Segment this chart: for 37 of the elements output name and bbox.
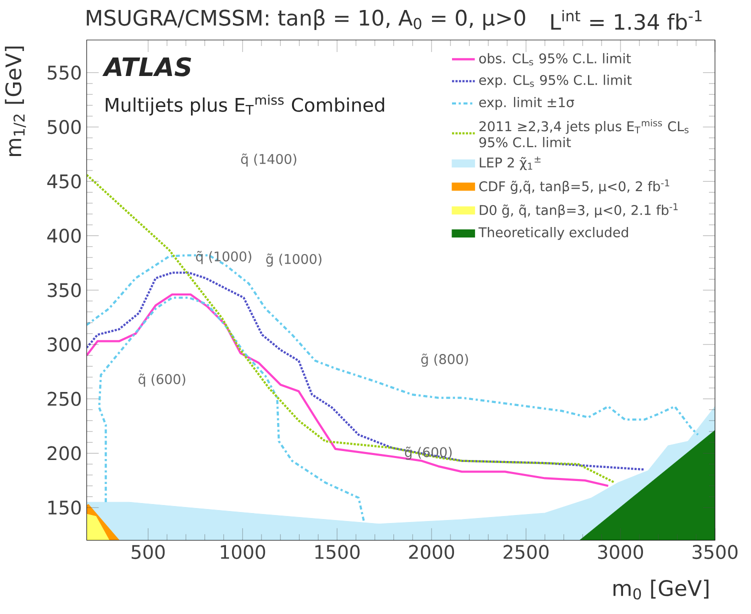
annotation: g̃ (1000) [266,254,322,267]
y-tick-label: 500 [48,120,81,134]
legend-label: CDF g̃,q̃, tanβ=5, μ<0, 2 fb$^{-1}$ [479,180,670,194]
x-tick-label: 3500 [692,545,738,560]
x-tick-label: 500 [132,545,165,560]
annotation: Multijets plus E$_{T}$$^{miss}$ Combined [106,94,384,116]
x-tick-label: 1500 [315,545,360,560]
legend-label: exp. CL$_{s}$ 95% C.L. limit [479,74,632,88]
y-tick-label: 200 [48,446,81,461]
line-series [86,294,610,488]
y-tick-label: 400 [47,228,81,244]
chart-title: MSUGRA/CMSSM: tanβ = 10, A$_{0}$ = 0, μ>0 [86,9,526,30]
x-tick-label: 2000 [409,545,454,560]
legend-label: D0 g̃, q̃, tanβ=3, μ<0, 2.1 fb$^{-1}$ [480,203,678,218]
x-tick-label: 3000 [598,545,644,560]
chart-subtitle: L$^{int}$ = 1.34 fb$^{-1}$ [551,10,702,30]
legend-label: LEP 2 χ̃$_{1}$± [480,156,541,170]
x-axis-title: m$_{0}$ [GeV] [614,580,708,600]
annotation: g̃ (800) [421,354,468,367]
legend-label: Theoretically excluded [478,227,628,240]
y-tick-label: 150 [48,500,81,515]
line-series [86,272,646,471]
annotation: ATLAS [102,57,192,77]
y-tick-label: 250 [48,392,81,406]
y-tick-label: 450 [47,174,81,189]
x-tick-label: 2500 [504,545,549,560]
y-tick-label: 300 [48,338,81,352]
legend-label: exp. limit ±1σ [479,97,574,110]
annotation: q̃ (1400) [241,154,296,167]
line-series [98,296,365,522]
y-axis-title: m$_{1/2}$ [GeV] [4,46,26,156]
annotation: q̃ (600) [138,374,186,387]
x-tick-label: 1000 [220,545,266,560]
text: 2011 ≥2,3,4 jets plus E$_{T}$$^{miss}$ CL$_{s}$ 95% C.L. limit [479,119,688,148]
y-tick-label: 350 [48,283,81,298]
y-tick-label: 550 [48,66,81,80]
legend-label: obs. CL$_{s}$ 95% C.L. limit [479,53,631,66]
